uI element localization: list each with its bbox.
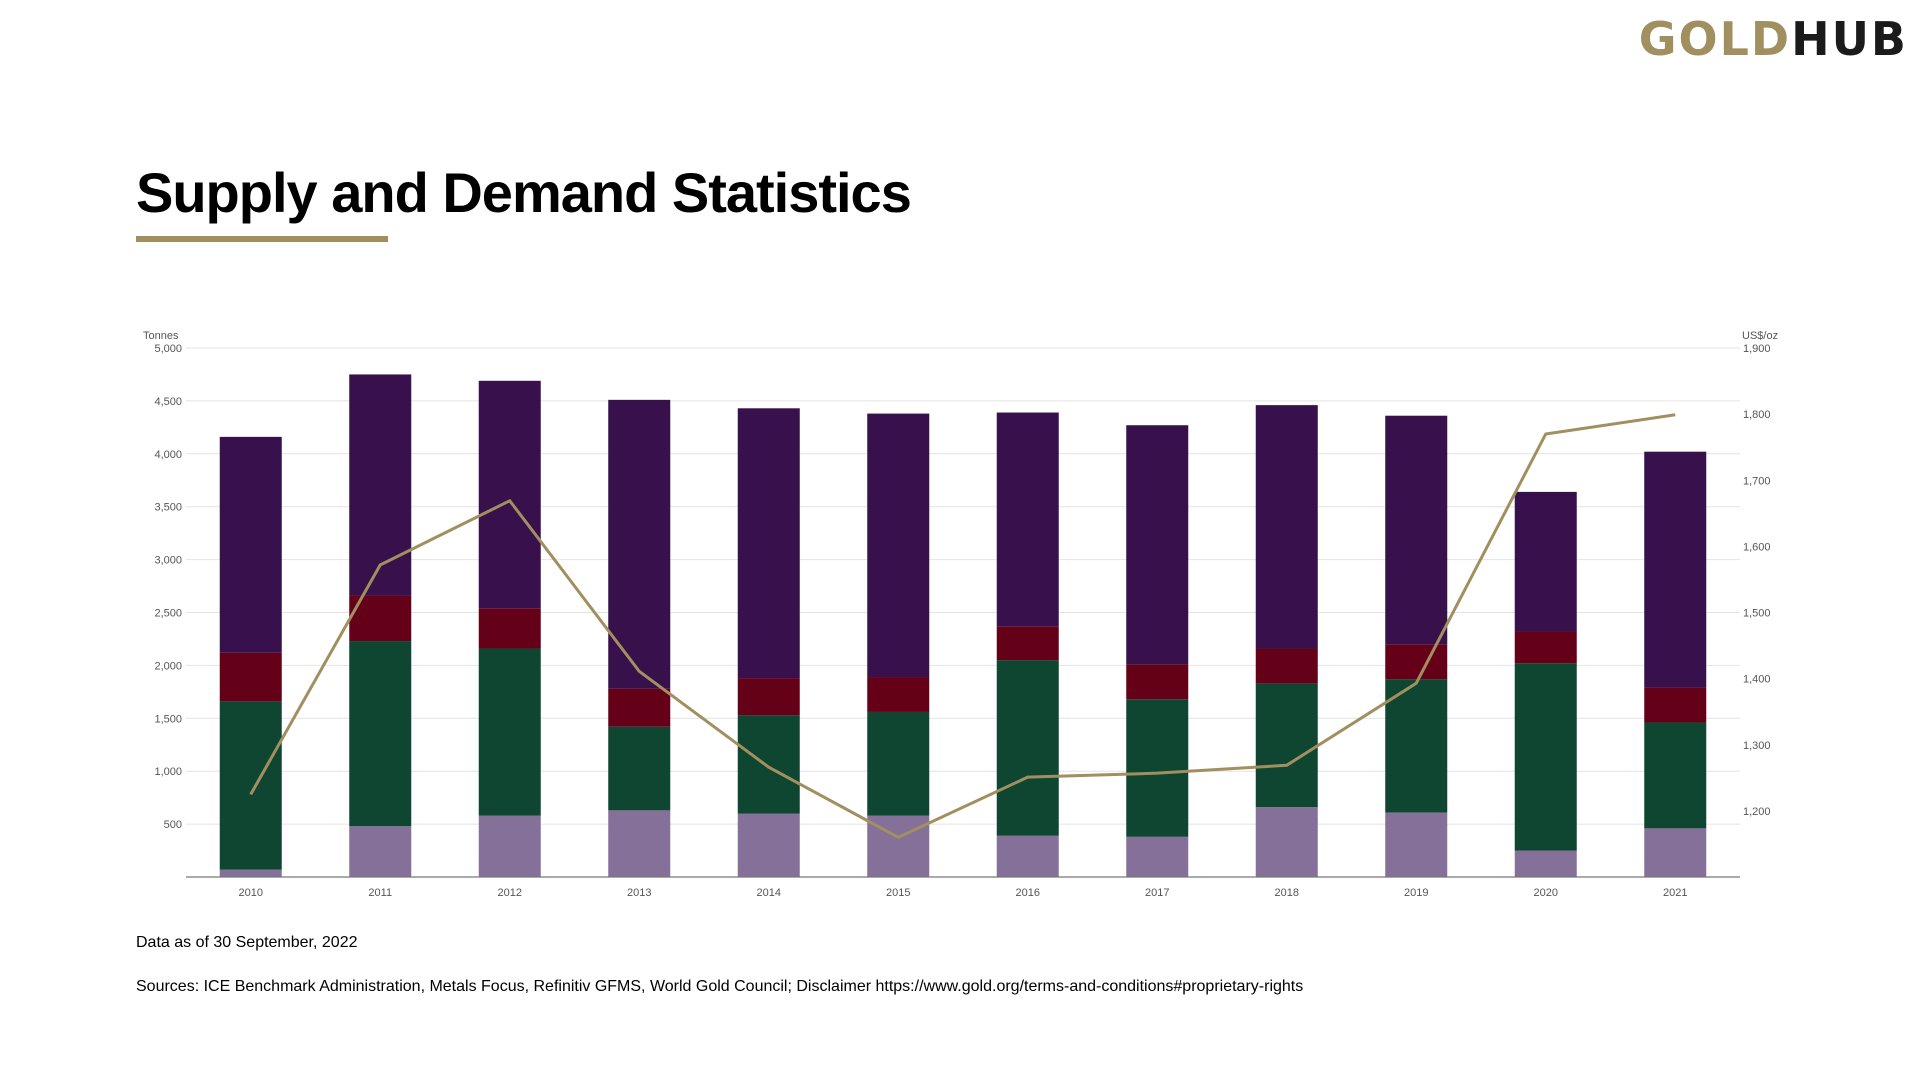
bar-segment-1 — [478, 815, 541, 877]
bar-segment-2 — [478, 648, 541, 816]
bar-segment-2 — [219, 701, 282, 870]
supply-demand-chart: 500 1,000 1,500 2,000 2,500 3,000 3,500 4,000 4,… — [143, 330, 1778, 899]
bar-segment-4 — [867, 413, 930, 678]
x-tick-label: 2020 — [1534, 887, 1558, 899]
x-tick-label: 2018 — [1275, 887, 1299, 899]
left-tick-label: 1,500 — [154, 713, 182, 725]
bar-segment-2 — [1514, 663, 1577, 851]
bar-segment-1 — [1644, 828, 1707, 877]
bar-segment-3 — [996, 626, 1059, 661]
bar-segment-2 — [1385, 679, 1448, 813]
x-tick-label: 2015 — [886, 887, 910, 899]
right-tick-label: 1,800 — [1743, 409, 1771, 421]
bar-segment-1 — [996, 835, 1059, 877]
bar-segment-4 — [737, 408, 800, 679]
bar-segment-3 — [219, 652, 282, 702]
bar-segment-4 — [1255, 405, 1318, 649]
bar-segment-3 — [1514, 631, 1577, 664]
right-tick-label: 1,600 — [1743, 541, 1771, 553]
bar-segment-4 — [478, 380, 541, 609]
bar-segment-4 — [219, 436, 282, 653]
bar-segment-4 — [608, 399, 671, 689]
chart-price-line — [249, 413, 1676, 840]
x-tick-label: 2016 — [1016, 887, 1040, 899]
bar-segment-3 — [867, 677, 930, 712]
bar-segment-4 — [1644, 451, 1707, 688]
chart-axes: 500 1,000 1,500 2,000 2,500 3,000 3,500 4,000 4,… — [154, 343, 1770, 899]
x-tick-label: 2011 — [368, 887, 392, 899]
right-tick-label: 1,300 — [1743, 740, 1771, 752]
x-tick-label: 2014 — [757, 887, 781, 899]
bar-segment-2 — [996, 660, 1059, 836]
bar-segment-4 — [996, 412, 1059, 627]
bar-segment-2 — [737, 715, 800, 814]
bar-segment-1 — [1514, 850, 1577, 877]
x-tick-label: 2013 — [627, 887, 651, 899]
bar-segment-3 — [1644, 687, 1707, 723]
page-title: Supply and Demand Statistics — [136, 161, 912, 224]
left-tick-label: 3,500 — [154, 502, 182, 514]
logo-gold-text: GOLD — [1638, 12, 1792, 66]
bar-segment-2 — [608, 726, 671, 811]
sources-note: Sources: ICE Benchmark Administration, M… — [136, 978, 1304, 995]
bar-segment-2 — [1255, 683, 1318, 808]
bar-segment-4 — [349, 374, 412, 596]
title-underline — [136, 236, 388, 242]
bar-segment-1 — [1385, 812, 1448, 877]
left-tick-label: 5,000 — [154, 343, 182, 355]
bar-segment-2 — [1644, 722, 1707, 829]
left-tick-label: 2,500 — [154, 608, 182, 620]
x-tick-label: 2010 — [239, 887, 263, 899]
x-tick-label: 2017 — [1145, 887, 1169, 899]
right-tick-label: 1,400 — [1743, 674, 1771, 686]
bar-segment-1 — [737, 813, 800, 877]
bar-segment-1 — [219, 869, 282, 877]
bar-segment-4 — [1385, 415, 1448, 645]
bar-segment-4 — [1126, 425, 1189, 665]
chart-gridlines — [186, 347, 1740, 825]
data-as-of-note: Data as of 30 September, 2022 — [136, 934, 358, 951]
bar-segment-4 — [1514, 491, 1577, 632]
bar-segment-3 — [1385, 644, 1448, 680]
x-tick-label: 2012 — [498, 887, 522, 899]
left-tick-label: 4,000 — [154, 449, 182, 461]
left-tick-label: 500 — [164, 819, 182, 831]
right-tick-label: 1,500 — [1743, 608, 1771, 620]
left-tick-label: 3,000 — [154, 555, 182, 567]
bar-segment-3 — [608, 688, 671, 727]
bar-segment-2 — [349, 641, 412, 827]
bar-segment-3 — [737, 678, 800, 716]
x-tick-label: 2019 — [1404, 887, 1428, 899]
goldhub-logo[interactable]: GOLDHUB — [1639, 12, 1908, 66]
left-tick-label: 2,000 — [154, 660, 182, 672]
left-tick-label: 4,500 — [154, 396, 182, 408]
price-line — [249, 413, 1676, 840]
left-axis-title: Tonnes — [143, 330, 179, 342]
bar-segment-1 — [349, 826, 412, 877]
bar-segment-2 — [1126, 699, 1189, 837]
right-axis-title: US$/oz — [1742, 330, 1778, 342]
right-tick-label: 1,700 — [1743, 475, 1771, 487]
bar-segment-1 — [1255, 807, 1318, 877]
bar-segment-3 — [478, 608, 541, 649]
bar-segment-3 — [1255, 648, 1318, 684]
right-tick-label: 1,900 — [1743, 343, 1771, 355]
chart-bars — [219, 374, 1707, 877]
bar-segment-1 — [608, 810, 671, 877]
right-tick-label: 1,200 — [1743, 806, 1771, 818]
logo-hub-text: HUB — [1791, 12, 1908, 66]
x-tick-label: 2021 — [1663, 887, 1687, 899]
bar-segment-1 — [1126, 836, 1189, 877]
bar-segment-2 — [867, 711, 930, 816]
bar-segment-3 — [1126, 664, 1189, 700]
left-tick-label: 1,000 — [154, 766, 182, 778]
